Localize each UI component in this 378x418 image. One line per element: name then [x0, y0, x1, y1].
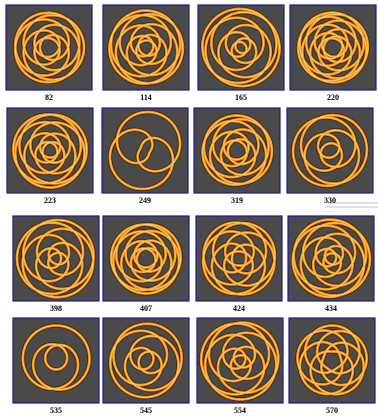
figure-label: 82 — [45, 93, 53, 102]
figure-cell: 434 — [288, 216, 374, 313]
figure-cell: 424 — [196, 216, 282, 313]
figure-cell: 249 — [102, 108, 188, 205]
figure-cell: 545 — [103, 318, 189, 413]
knot-figure: 82 114 165 220 223 249 319 330 398 407 424 434 535 54… — [0, 0, 378, 413]
figure-cell: 535 — [13, 318, 99, 413]
figure-label: 114 — [140, 93, 152, 102]
figure-label: 434 — [325, 304, 337, 313]
figure-label: 165 — [235, 93, 247, 102]
figure-cell: 330 — [287, 108, 373, 205]
figure-label: 424 — [233, 304, 245, 313]
figure-cell: 319 — [194, 108, 280, 205]
knot-image — [196, 216, 282, 301]
knot-image — [102, 108, 188, 193]
figure-label: 223 — [44, 196, 56, 205]
figure-label: 398 — [50, 304, 62, 313]
figure-cell: 407 — [103, 216, 189, 313]
figure-cell: 114 — [103, 5, 189, 102]
figure-label: 249 — [139, 196, 151, 205]
figure-label: 319 — [231, 196, 243, 205]
figure-cell: 220 — [290, 5, 376, 102]
figure-cell: 398 — [13, 216, 99, 313]
figure-cell: 82 — [6, 5, 92, 102]
figure-label: 570 — [326, 406, 338, 413]
figure-cell: 223 — [7, 108, 93, 205]
figure-label: 407 — [140, 304, 152, 313]
figure-label: 545 — [140, 406, 152, 413]
figure-label: 220 — [327, 93, 339, 102]
figure-label: 535 — [50, 406, 62, 413]
figure-label: 554 — [234, 406, 246, 413]
figure-label: 330 — [324, 196, 336, 205]
figure-cell: 570 — [289, 318, 375, 413]
figure-cell: 165 — [198, 5, 284, 102]
figure-cell: 554 — [197, 318, 283, 413]
